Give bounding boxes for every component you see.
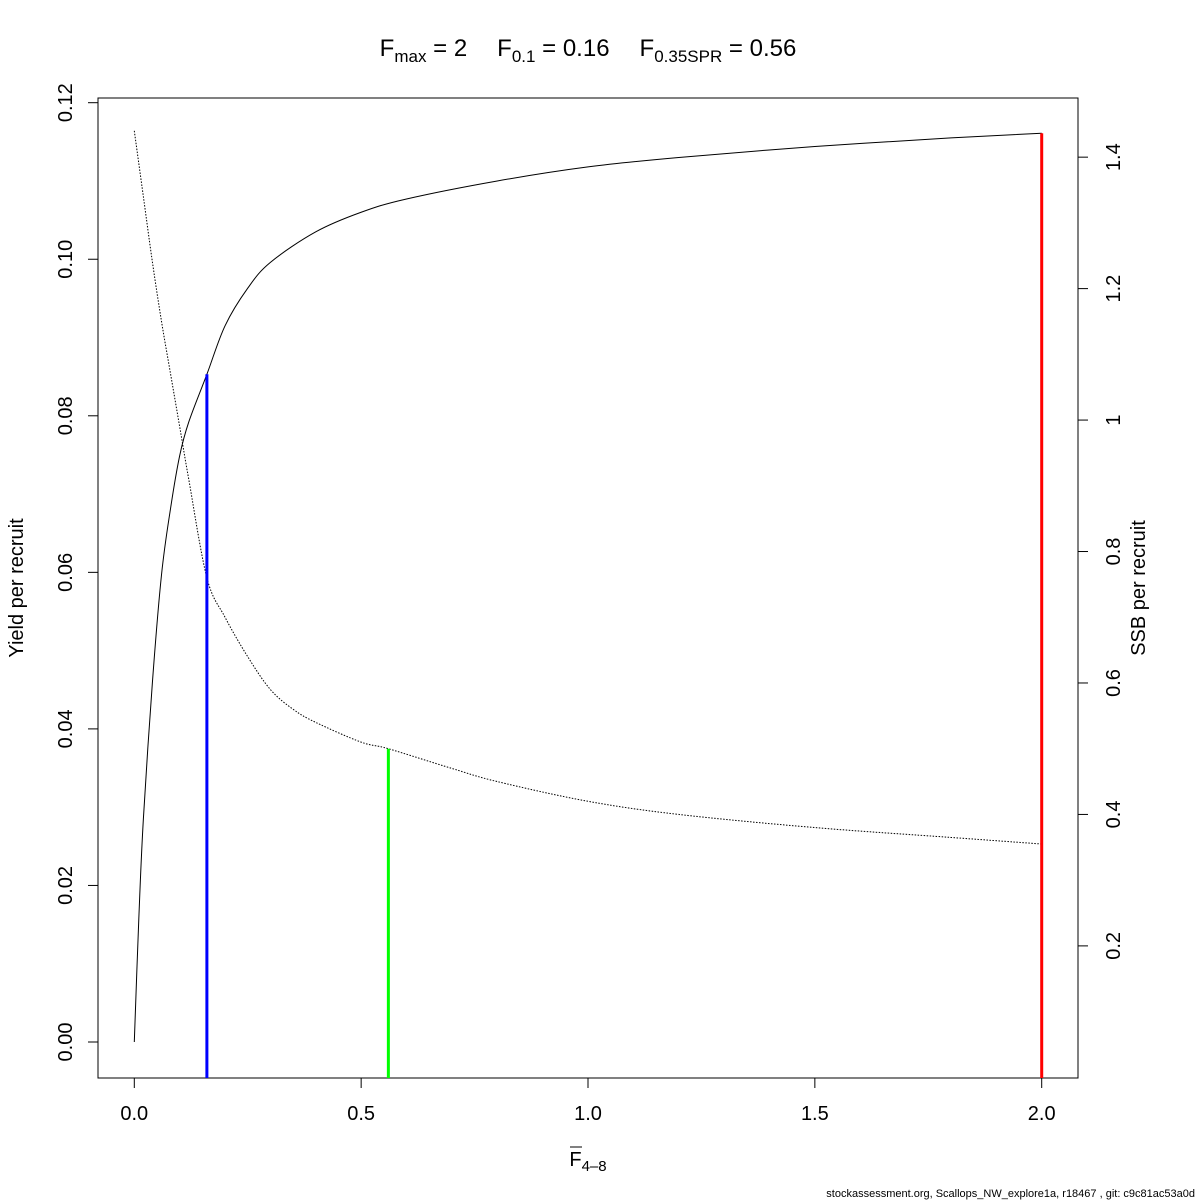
- y2-tick-label: 1.2: [1103, 275, 1125, 303]
- y2-tick-label: 0.6: [1103, 669, 1125, 697]
- title-value: = 0.16: [535, 35, 609, 62]
- y2-tick-label: 1: [1103, 415, 1125, 426]
- plot-frame: [97, 97, 1079, 1079]
- y2-tick-label: 0.4: [1103, 801, 1125, 829]
- y2-tick-label: 1.4: [1103, 143, 1125, 171]
- y2-tick-label: 0.8: [1103, 538, 1125, 566]
- title-symbol: F: [640, 35, 655, 62]
- title-subscript: max: [394, 47, 427, 66]
- y-tick-label: 0.06: [55, 553, 77, 592]
- y-tick-label: 0.12: [55, 83, 77, 122]
- x-tick-label: 2.0: [1028, 1103, 1056, 1125]
- x-tick-label: 0.0: [120, 1103, 148, 1125]
- title-subscript: 0.35SPR: [654, 47, 722, 66]
- y-tick-label: 0.04: [55, 709, 77, 748]
- title-symbol: F: [380, 35, 395, 62]
- title-symbol: F: [497, 35, 512, 62]
- title-text: Fmax = 2 F0.1 = 0.16 F0.35SPR = 0.56: [380, 35, 797, 66]
- y-tick-label: 0.00: [55, 1023, 77, 1062]
- title-subscript: 0.1: [512, 47, 536, 66]
- y2-axis-label: SSB per recruit: [1128, 520, 1150, 656]
- x-label-symbol: F: [569, 1149, 581, 1171]
- x-tick-label: 0.5: [347, 1103, 375, 1125]
- x-tick-label: 1.5: [801, 1103, 829, 1125]
- x-axis-label-text: F4–8: [569, 1149, 606, 1175]
- footer-note: stockassessment.org, Scallops_NW_explore…: [826, 1188, 1195, 1200]
- y-tick-label: 0.08: [55, 396, 77, 435]
- x-label-subscript: 4–8: [582, 1158, 607, 1175]
- y2-axis: 0.2 0.4 0.6 0.8 1 1.2 1.4: [1077, 143, 1125, 960]
- y-axis: 0.00 0.02 0.04 0.06 0.08 0.10 0.12: [55, 83, 99, 1062]
- x-axis: 0.0 0.5 1.0 1.5 2.0: [120, 1077, 1056, 1125]
- x-tick-label: 1.0: [574, 1103, 602, 1125]
- y-tick-label: 0.02: [55, 866, 77, 905]
- y-tick-label: 0.10: [55, 240, 77, 279]
- title-value: = 2: [426, 35, 467, 62]
- reference-lines: [205, 133, 1044, 1078]
- title-value: = 0.56: [722, 35, 796, 62]
- chart-title: Fmax = 2 F0.1 = 0.16 F0.35SPR = 0.56: [380, 35, 797, 66]
- y-axis-label: Yield per recruit: [6, 518, 28, 658]
- ssb-per-recruit-line: [133, 130, 1042, 845]
- yield-per-recruit-line: [133, 132, 1042, 1043]
- y2-tick-label: 0.2: [1103, 932, 1125, 960]
- series-group: [133, 130, 1042, 1043]
- x-axis-label: F4–8: [569, 1146, 607, 1175]
